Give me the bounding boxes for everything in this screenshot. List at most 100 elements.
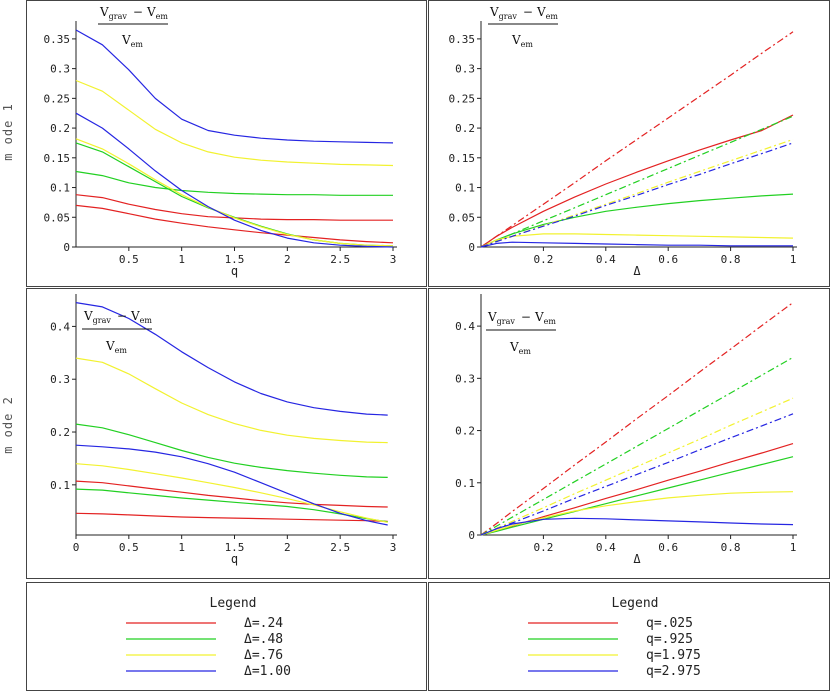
legend-label: q=2.975 [646, 664, 701, 679]
svg-text:Vem: Vem [121, 33, 143, 49]
x-tick-label: 0.4 [596, 541, 616, 554]
series-line [75, 194, 393, 221]
y-tick-label: 0.3 [455, 372, 475, 385]
x-tick-label: 0.6 [658, 541, 678, 554]
y-tick-label: 0 [468, 241, 475, 254]
series-line [75, 29, 394, 144]
legend-delta: Legend Δ=.24Δ=.48Δ=.76Δ=1.00 [126, 596, 291, 679]
legend-title: Legend [612, 596, 659, 611]
y-tick-label: 0.2 [455, 425, 475, 438]
series-line [480, 356, 794, 536]
y-tick-label: 0.1 [455, 477, 475, 490]
y-tick-label: 0.2 [455, 122, 475, 135]
svg-text:Vgrav−Vem: Vgrav − Vem [99, 5, 168, 21]
x-tick-label: 2.5 [330, 541, 350, 554]
series-line [480, 397, 794, 536]
legend-label: Δ=.24 [244, 616, 283, 631]
y-tick-label: 0.3 [455, 63, 475, 76]
legend-label: q=.025 [646, 616, 693, 631]
series-line [480, 114, 794, 248]
ratio-label-3: Vgrav − Vem Vem [82, 309, 152, 355]
x-tick-label: 2 [284, 253, 291, 266]
y-tick-label: 0.1 [50, 182, 70, 195]
y-tick-label: 0.4 [455, 320, 475, 333]
x-tick-label: 3 [390, 253, 397, 266]
ratio-label-4: Vgrav − Vem Vem [486, 310, 556, 356]
y-tick-label: 0.35 [44, 33, 71, 46]
plot-mode2-vs-delta: 0 0.1 0.2 0.3 0.4 0.2 0.4 0.6 0.8 1 Δ [455, 294, 797, 566]
svg-text:Vem: Vem [509, 340, 531, 356]
series-line [75, 112, 394, 248]
x-axis-label: Δ [633, 264, 641, 278]
x-tick-label: 3 [390, 541, 397, 554]
y-tick-label: 0.05 [449, 211, 476, 224]
series-line [75, 138, 394, 247]
plot-mode1-vs-q: 0 0.05 0.1 0.15 0.2 0.25 0.3 0.35 0.5 1 1.5 2 2.5 3 q [44, 21, 397, 278]
y-tick-label: 0.2 [50, 122, 70, 135]
series-line [480, 491, 794, 536]
y-tick-label: 0.35 [449, 33, 476, 46]
x-axis-label: Δ [633, 552, 641, 566]
svg-text:Vgrav−Vem: Vgrav − Vem [83, 309, 152, 325]
x-axis-label: q [231, 264, 238, 278]
y-tick-label: 0.2 [50, 426, 70, 439]
y-tick-label: 0.25 [449, 92, 476, 105]
svg-text:Vgrav−Vem: Vgrav − Vem [489, 5, 558, 21]
series-line [480, 31, 794, 248]
y-tick-label: 0 [63, 241, 70, 254]
x-tick-label: 0.8 [721, 253, 741, 266]
legend-label: q=.925 [646, 632, 693, 647]
series-line [75, 463, 388, 523]
legend-label: q=1.975 [646, 648, 701, 663]
x-tick-label: 0.5 [119, 253, 139, 266]
x-tick-label: 1.5 [225, 253, 245, 266]
legend-title: Legend [210, 596, 257, 611]
panel-frames [26, 0, 830, 691]
x-tick-label: 0.8 [721, 541, 741, 554]
x-tick-label: 2.5 [330, 253, 350, 266]
series-line [480, 241, 793, 248]
series-line [75, 170, 393, 196]
series-line [75, 79, 394, 167]
x-tick-label: 1 [178, 253, 185, 266]
x-tick-label: 0 [73, 541, 80, 554]
series-line [480, 115, 794, 248]
x-tick-label: 1 [790, 253, 797, 266]
svg-text:Vgrav−Vem: Vgrav − Vem [487, 310, 556, 326]
y-tick-label: 0.3 [50, 373, 70, 386]
series-line [75, 302, 388, 416]
y-tick-label: 0.3 [50, 63, 70, 76]
legend-label: Δ=.48 [244, 632, 283, 647]
series-line [480, 142, 794, 248]
y-tick-label: 0.1 [455, 182, 475, 195]
series-line [480, 517, 794, 536]
plot-mode1-vs-delta: 0 0.05 0.1 0.15 0.2 0.25 0.3 0.35 0.2 0.4 0.6 0.8 1 Δ [449, 21, 797, 278]
legend-label: Δ=1.00 [244, 664, 291, 679]
series-line [480, 302, 794, 536]
ratio-label-2: Vgrav − Vem Vem [488, 5, 558, 49]
series-line [75, 512, 388, 522]
x-tick-label: 1 [178, 541, 185, 554]
svg-text:Vem: Vem [511, 33, 533, 49]
y-tick-label: 0.15 [44, 152, 71, 165]
series-line [75, 357, 388, 444]
series-line [75, 423, 388, 478]
series-line [75, 444, 388, 526]
x-tick-label: 1 [790, 541, 797, 554]
legend-label: Δ=.76 [244, 648, 283, 663]
x-tick-label: 2 [284, 541, 291, 554]
y-tick-label: 0.15 [449, 152, 476, 165]
svg-text:Vem: Vem [105, 339, 127, 355]
y-tick-label: 0.1 [50, 479, 70, 492]
y-tick-label: 0.05 [44, 211, 71, 224]
x-tick-label: 1.5 [225, 541, 245, 554]
x-tick-label: 0.4 [596, 253, 616, 266]
series-line [75, 204, 394, 244]
x-axis-label: q [231, 552, 238, 566]
y-tick-label: 0 [468, 529, 475, 542]
x-tick-label: 0.5 [119, 541, 139, 554]
y-tick-label: 0.25 [44, 92, 71, 105]
y-tick-label: 0.4 [50, 320, 70, 333]
